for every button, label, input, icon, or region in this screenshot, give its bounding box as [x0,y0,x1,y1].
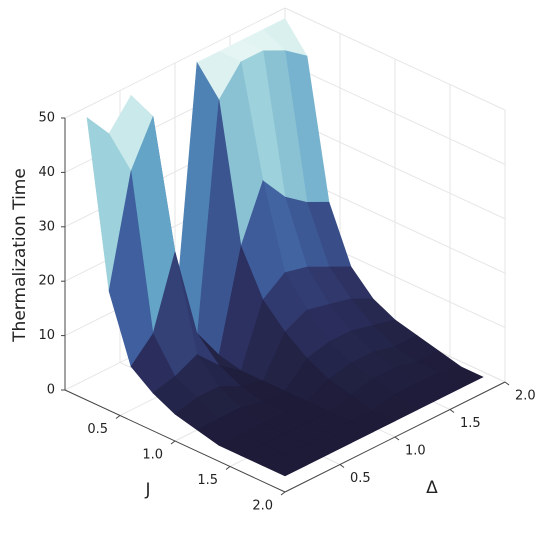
tick-mark [449,409,455,413]
y-tick-label: 1.5 [460,416,481,431]
x-tick-label: 1.5 [197,473,218,488]
z-tick-label: 10 [38,328,55,343]
tick-mark [225,466,231,470]
z-tick-label: 20 [38,274,55,289]
y-tick-label: 2.0 [515,389,536,404]
y-tick-label: 1.0 [405,444,426,459]
y-axis-title: Δ [426,478,438,498]
x-tick-label: 0.5 [87,422,108,437]
tick-mark [504,381,510,386]
x-tick-label: 2.0 [252,499,273,514]
z-axis-title: Thermalization Time [10,168,30,343]
y-tick-label: 0.5 [350,471,371,486]
tick-mark [115,415,121,419]
z-tick-label: 50 [38,111,55,126]
z-tick-label: 30 [38,219,55,234]
surface-cell [262,454,308,477]
x-tick-label: 1.0 [142,448,163,463]
z-tick-label: 0 [47,383,55,398]
z-tick-label: 40 [38,165,55,180]
tick-mark [339,464,345,468]
tick-mark [394,436,400,441]
tick-mark [170,440,176,445]
tick-mark [280,491,286,496]
x-axis-title: J [144,480,150,500]
